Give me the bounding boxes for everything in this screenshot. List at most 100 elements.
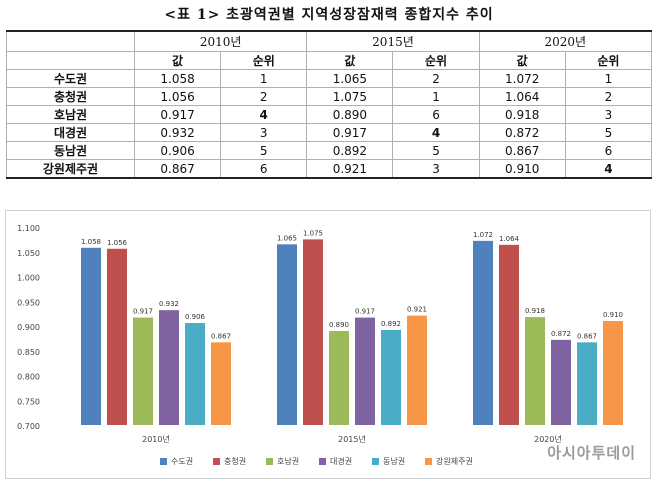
- data-label: 0.890: [329, 321, 349, 329]
- watermark-logo: 아시아투데이: [547, 444, 636, 462]
- data-label: 0.906: [185, 313, 206, 321]
- bar: [407, 315, 427, 425]
- col-header-rank: 순위: [392, 51, 480, 70]
- table-row: 충청권 1.056 2 1.075 1 1.064 2: [6, 87, 653, 106]
- data-label: 0.867: [577, 332, 597, 340]
- table-cell-rank: 5: [220, 141, 308, 160]
- table-cell-rank: 2: [564, 87, 653, 106]
- corner-cell-sub: [6, 51, 135, 70]
- legend-label: 강원제주권: [436, 456, 473, 466]
- legend-swatch: [160, 458, 167, 465]
- table-cell-value: 1.072: [478, 69, 566, 88]
- data-label: 0.917: [355, 308, 375, 316]
- table-cell-value: 1.058: [133, 69, 222, 88]
- bar-chart: 0.700 0.750 0.800 0.850 0.900 0.950 1.000 1.050…: [17, 224, 623, 466]
- summary-table: 2010년 2015년 2020년 값 순위 값 순위 값 순위 수도권 1.05…: [6, 30, 653, 179]
- data-label: 0.910: [603, 311, 623, 319]
- legend-label: 충청권: [224, 456, 246, 466]
- data-label: 1.072: [473, 231, 493, 239]
- legend-swatch: [266, 458, 273, 465]
- page-title: <표 1> 초광역권별 지역성장잠재력 종합지수 추이: [164, 7, 494, 23]
- table-cell-value: 1.064: [478, 87, 566, 106]
- data-label: 0.921: [407, 306, 427, 314]
- legend-label: 수도권: [171, 456, 193, 466]
- row-header-region: 강원제주권: [6, 159, 135, 179]
- legend-swatch: [372, 458, 379, 465]
- data-label: 1.058: [81, 238, 101, 246]
- bar: [551, 339, 571, 425]
- y-tick-label: 0.750: [17, 397, 40, 406]
- table-cell-rank: 6: [564, 141, 653, 160]
- table-cell-value: 0.906: [133, 141, 222, 160]
- bar: [329, 330, 349, 425]
- y-tick-label: 1.000: [17, 274, 40, 283]
- table-cell-rank: 1: [564, 69, 653, 88]
- table-cell-value: 0.890: [306, 105, 394, 124]
- table-cell-rank: 5: [564, 123, 653, 142]
- table-cell-rank: 2: [220, 87, 308, 106]
- row-header-region: 대경권: [6, 123, 135, 142]
- bar: [107, 248, 127, 425]
- bar: [211, 342, 231, 425]
- x-tick-label: 2015년: [338, 434, 366, 444]
- table-row: 호남권 0.917 4 0.890 6 0.918 3: [6, 105, 653, 124]
- bar: [303, 239, 323, 425]
- x-tick-label: 2010년: [142, 434, 170, 444]
- table-cell-value: 0.917: [133, 105, 222, 124]
- legend-swatch: [319, 458, 326, 465]
- table-cell-rank: 3: [564, 105, 653, 124]
- bar: [185, 323, 205, 425]
- bar: [81, 247, 101, 425]
- legend-label: 동남권: [383, 456, 405, 466]
- table-cell-rank: 2: [392, 69, 480, 88]
- table-row: 수도권 1.058 1 1.065 2 1.072 1: [6, 69, 653, 88]
- table-cell-value: 0.918: [478, 105, 566, 124]
- legend-label: 대경권: [330, 456, 352, 466]
- table-cell-rank: 1: [220, 69, 308, 88]
- table-row: 강원제주권 0.867 6 0.921 3 0.910 4: [6, 159, 653, 179]
- chart-frame: 0.700 0.750 0.800 0.850 0.900 0.950 1.000 1.050…: [5, 210, 651, 479]
- row-header-region: 호남권: [6, 105, 135, 124]
- table-cell-value: 1.056: [133, 87, 222, 106]
- legend-swatch: [425, 458, 432, 465]
- table-cell-rank: 4: [564, 159, 653, 179]
- table-cell-value: 0.872: [478, 123, 566, 142]
- data-label: 0.917: [133, 308, 153, 316]
- y-tick-label: 0.950: [17, 298, 40, 307]
- table-cell-rank: 4: [220, 105, 308, 124]
- bar: [577, 342, 597, 425]
- bar: [603, 321, 623, 425]
- data-label: 0.932: [159, 300, 179, 308]
- bar: [277, 244, 297, 425]
- legend-swatch: [213, 458, 220, 465]
- table-cell-rank: 1: [392, 87, 480, 106]
- data-label: 0.867: [211, 332, 231, 340]
- row-header-region: 충청권: [6, 87, 135, 106]
- table-cell-value: 0.910: [478, 159, 566, 179]
- col-header-rank: 순위: [564, 51, 653, 70]
- col-header-value: 값: [133, 51, 222, 70]
- data-label: 0.892: [381, 320, 401, 328]
- data-label: 1.056: [107, 239, 128, 247]
- x-tick-label: 2020년: [534, 434, 562, 444]
- bar: [473, 240, 493, 425]
- col-header-value: 값: [478, 51, 566, 70]
- table-cell-value: 1.065: [306, 69, 394, 88]
- bar: [499, 244, 519, 425]
- bar: [159, 310, 179, 425]
- table-cell-rank: 3: [220, 123, 308, 142]
- data-label: 0.918: [525, 307, 545, 315]
- data-label: 1.075: [303, 229, 323, 237]
- table-cell-value: 0.932: [133, 123, 222, 142]
- table-cell-value: 0.921: [306, 159, 394, 179]
- row-header-region: 수도권: [6, 69, 135, 88]
- y-tick-label: 0.900: [17, 323, 40, 332]
- table-cell-value: 0.892: [306, 141, 394, 160]
- table-cell-rank: 6: [392, 105, 480, 124]
- table-cell-rank: 3: [392, 159, 480, 179]
- data-label: 1.065: [277, 234, 297, 242]
- y-tick-label: 0.700: [17, 422, 40, 431]
- y-tick-label: 0.850: [17, 348, 40, 357]
- table-cell-value: 1.075: [306, 87, 394, 106]
- col-header-value: 값: [306, 51, 394, 70]
